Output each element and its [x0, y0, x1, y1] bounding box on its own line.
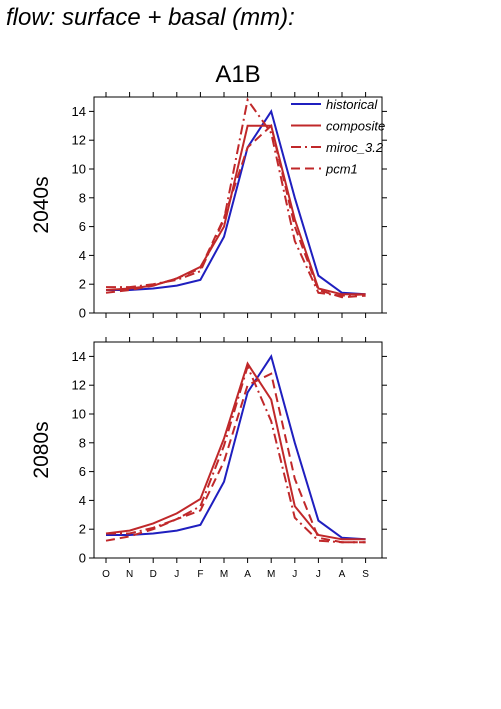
x-tick-label: F — [197, 569, 203, 580]
x-tick-label: M — [220, 569, 228, 580]
y-tick-label: 8 — [79, 435, 86, 450]
series-line-miroc-3-2 — [106, 97, 366, 297]
legend-label: historical — [326, 97, 378, 112]
y-tick-label: 10 — [72, 162, 86, 177]
y-tick-label: 14 — [72, 104, 86, 119]
plot-frame — [93, 96, 383, 314]
y-tick-label: 14 — [72, 349, 86, 364]
y-tick-label: 2 — [79, 277, 86, 292]
series-line-historical — [106, 108, 366, 296]
series-line-composite — [105, 361, 366, 541]
series-line-pcm1 — [105, 372, 366, 544]
x-tick-label: J — [174, 569, 179, 580]
legend-label: composite — [326, 119, 385, 134]
x-tick-label: J — [316, 569, 321, 580]
x-tick-label: A — [244, 569, 251, 580]
y-tick-label: 12 — [72, 378, 86, 393]
y-tick-label: 0 — [79, 306, 86, 321]
legend-label: pcm1 — [325, 162, 358, 177]
y-tick-label: 10 — [72, 407, 86, 422]
legend: historical composite miroc_3.2 pcm1 — [291, 97, 385, 177]
x-tick-label: S — [362, 569, 369, 580]
series-line-historical — [106, 353, 366, 541]
x-tick-label: D — [150, 569, 157, 580]
y-tick-label: 6 — [79, 464, 86, 479]
chart-title: A1B — [215, 61, 260, 88]
x-tick-label: M — [267, 569, 275, 580]
y-tick-label: 4 — [79, 493, 86, 508]
y-tick-label: 4 — [79, 248, 86, 263]
panel-label: 2080s — [30, 421, 53, 478]
plot-frame — [93, 341, 383, 559]
panel-2080s: 0 2 4 6 8 10 12 14 O N D J F M A M J J A S 2080s — [30, 337, 387, 580]
x-tick-label: N — [126, 569, 133, 580]
series-line-pcm1 — [105, 123, 366, 299]
series-line-miroc-3-2 — [106, 363, 366, 544]
x-tick-label: O — [102, 569, 110, 580]
x-tick-label: A — [339, 569, 346, 580]
panel-label: 2040s — [30, 176, 53, 233]
y-tick-label: 8 — [79, 190, 86, 205]
panel-2040s: 0 2 4 6 8 10 12 14 2040s historical composite miroc… — [30, 92, 387, 321]
header-title: d flow: surface + basal (mm): — [0, 4, 295, 31]
x-tick-label: J — [292, 569, 297, 580]
y-tick-label: 0 — [79, 551, 86, 566]
y-tick-label: 12 — [72, 133, 86, 148]
y-tick-label: 2 — [79, 522, 86, 537]
panels-layer: 0 2 4 6 8 10 12 14 2040s historical composite miroc… — [30, 92, 387, 580]
legend-label: miroc_3.2 — [326, 140, 384, 155]
y-tick-label: 6 — [79, 219, 86, 234]
